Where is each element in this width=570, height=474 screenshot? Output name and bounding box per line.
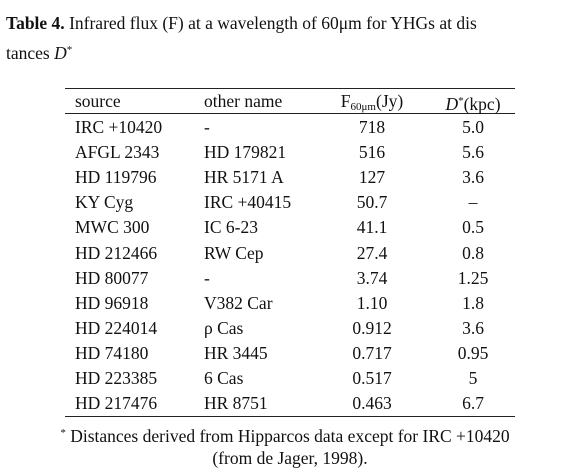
table-cell: HD 179821: [204, 142, 287, 163]
footnote-line: * Distances derived from Hipparcos data …: [60, 423, 509, 446]
table-cell: 41.1: [356, 217, 388, 238]
table-cell: 6 Cas: [204, 368, 244, 388]
header-cell: other name: [204, 91, 282, 111]
table-cell: MWC 300: [75, 217, 150, 238]
caption-line: tances D*: [6, 40, 72, 63]
table-cell: V382 Car: [204, 292, 273, 313]
table-cell: IRC +40415: [204, 192, 292, 213]
table-cell: RW Cep: [204, 242, 264, 263]
header-text: D: [445, 94, 459, 114]
caption-text: tances: [6, 43, 50, 63]
table-cell: HD 80077: [75, 267, 149, 288]
caption-symbol: D: [54, 43, 67, 63]
table-cell: IRC +10420: [75, 117, 163, 137]
table-cell: 516: [358, 142, 386, 163]
header-text: other name: [204, 91, 283, 111]
table-cell: HR 3445: [204, 342, 268, 363]
footnote-text: (from de Jager, 1998).: [212, 448, 368, 468]
table-cell: 5.0: [462, 117, 484, 137]
table-cell: 1.8: [462, 292, 484, 313]
table-cell: 0.912: [352, 317, 392, 338]
caption-mark: *: [66, 44, 73, 56]
header-text: source: [75, 91, 121, 111]
header-text: F: [340, 91, 351, 111]
table-cell: HD 96918: [75, 292, 149, 313]
footnote-mark: *: [60, 427, 66, 439]
table-cell: ρ Cas: [204, 317, 244, 338]
table-cell: HD 217476: [75, 393, 158, 414]
table-cell: 718: [358, 117, 386, 137]
header-cell: F60μm(Jy): [341, 91, 403, 117]
table-cell: 127: [358, 167, 386, 188]
top-rule: [65, 88, 515, 89]
table-cell: 1.10: [356, 292, 388, 313]
table-cell: 0.717: [352, 342, 392, 363]
table-cell: 5.6: [462, 142, 484, 163]
header-unit: (kpc): [463, 94, 501, 114]
table-cell: –: [468, 192, 478, 213]
table-cell: HR 8751: [204, 393, 268, 414]
table-cell: -: [204, 117, 210, 137]
table-cell: HR 5171 A: [204, 167, 284, 188]
table-cell: HD 74180: [75, 342, 149, 363]
header-cell: D*(kpc): [445, 91, 500, 114]
table-cell: -: [204, 267, 210, 288]
table-cell: HD 224014: [75, 317, 158, 338]
table-cell: 0.463: [352, 393, 392, 414]
footnote-line: (from de Jager, 1998).: [212, 448, 367, 468]
table-cell: AFGL 2343: [75, 142, 160, 163]
table-cell: 3.6: [462, 167, 484, 188]
header-sub: 60μm: [350, 101, 376, 113]
table-cell: 50.7: [356, 192, 388, 213]
caption-line: Table 4. Infrared flux (F) at a waveleng…: [6, 13, 477, 33]
table-cell: IC 6-23: [204, 217, 258, 238]
table-cell: 0.517: [352, 368, 392, 388]
table-cell: 0.5: [462, 217, 484, 238]
table-cell: 3.74: [356, 267, 388, 288]
table-cell: 3.6: [462, 317, 484, 338]
table-cell: 0.95: [457, 342, 489, 363]
table-cell: 6.7: [462, 393, 484, 414]
bottom-rule: [65, 416, 515, 417]
header-unit: (Jy): [375, 91, 404, 111]
caption-label: Table 4.: [6, 13, 65, 33]
table-cell: HD 223385: [75, 368, 158, 388]
table-cell: 27.4: [356, 242, 388, 263]
header-cell: source: [75, 91, 121, 111]
footnote-text: Distances derived from Hipparcos data ex…: [70, 426, 510, 446]
caption-text: Infrared flux (F) at a wavelength of 60μ…: [69, 13, 477, 33]
table-cell: KY Cyg: [75, 192, 134, 213]
table-cell: 5: [468, 368, 478, 388]
header-sup: *: [458, 95, 464, 107]
table-cell: 0.8: [462, 242, 484, 263]
table-cell: HD 119796: [75, 167, 157, 188]
table-cell: HD 212466: [75, 242, 158, 263]
table-cell: 1.25: [457, 267, 489, 288]
header-rule: [65, 113, 515, 114]
